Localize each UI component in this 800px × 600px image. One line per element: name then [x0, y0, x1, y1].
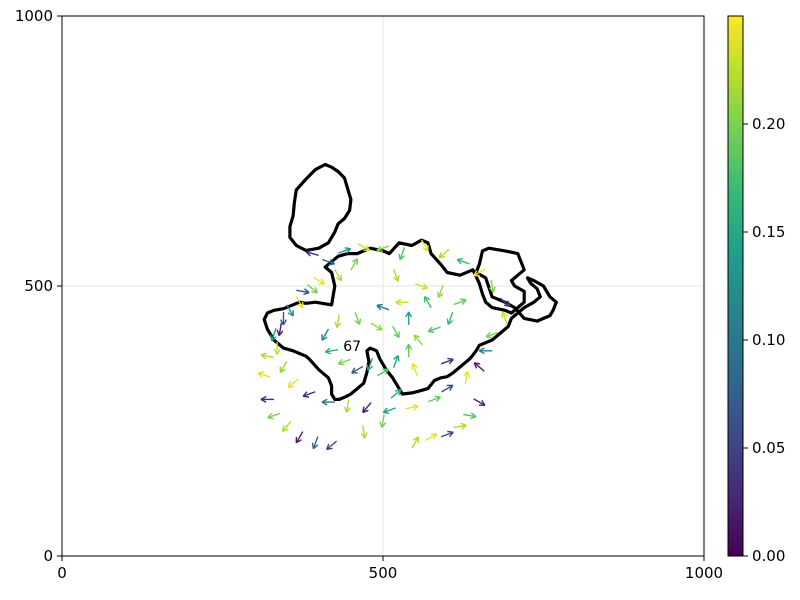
vector-arrow — [260, 352, 274, 360]
vector-arrow — [321, 328, 330, 341]
vector-arrow — [391, 325, 400, 339]
vector-arrow — [343, 399, 351, 413]
vector-arrow — [302, 391, 316, 398]
vector-arrow — [485, 331, 499, 339]
vector-arrow — [438, 248, 450, 259]
map-outline-north — [288, 162, 353, 252]
x-tick-label: 0 — [57, 564, 67, 582]
colorbar: 0.00 0.05 0.10 0.15 0.20 — [727, 15, 785, 565]
vector-arrow — [405, 343, 413, 358]
vector-arrow — [423, 295, 432, 309]
vector-arrow — [286, 304, 294, 317]
vector-arrow — [379, 414, 387, 428]
vector-arrow — [273, 341, 281, 355]
vector-arrow — [334, 269, 343, 282]
vector-arrow — [473, 398, 486, 407]
vector-arrow — [306, 283, 319, 294]
vector-arrow — [296, 288, 310, 296]
colorbar-tick-label: 0.15 — [752, 223, 785, 241]
vector-arrow — [257, 371, 271, 378]
vector-arrow — [377, 368, 390, 377]
vector-arrow — [456, 257, 470, 265]
vector-arrow — [354, 312, 362, 326]
vector-arrow — [281, 420, 292, 433]
vector-arrow — [405, 403, 419, 411]
vector-arrow — [499, 297, 511, 308]
x-tick-label: 500 — [369, 564, 398, 582]
vector-arrow — [287, 378, 299, 389]
vector-arrow — [441, 384, 454, 393]
vector-arrow — [463, 370, 471, 385]
y-tick-label: 0 — [43, 547, 53, 565]
colorbar-tick-label: 0.20 — [752, 115, 785, 133]
vector-arrow — [415, 283, 429, 290]
vector-arrow — [370, 322, 383, 331]
vector-arrow — [350, 258, 359, 271]
vector-arrow — [322, 258, 336, 266]
y-tick-label: 1000 — [15, 7, 53, 25]
vector-arrow — [420, 239, 429, 252]
vector-arrow — [501, 311, 508, 325]
vector-arrow — [453, 422, 467, 430]
vector-arrow — [279, 361, 288, 374]
vector-arrow — [440, 357, 454, 365]
vector-arrow — [473, 268, 486, 277]
vector-arrow — [326, 440, 338, 451]
vector-arrow — [382, 407, 396, 415]
vector-arrow — [398, 247, 406, 261]
vector-arrow — [411, 363, 418, 377]
y-tick-label: 500 — [24, 277, 53, 295]
vector-arrow — [428, 395, 441, 403]
vector-arrow — [279, 311, 287, 326]
vector-arrow — [357, 243, 370, 252]
annotation-label: 67 — [343, 339, 361, 355]
vector-arrow — [305, 249, 319, 257]
vector-arrow — [267, 412, 281, 420]
vector-arrow — [392, 268, 400, 282]
vector-arrow — [260, 395, 274, 403]
vector-arrow — [411, 436, 420, 449]
vector-arrow — [295, 296, 304, 309]
vector-arrow — [324, 347, 339, 355]
colorbar-tick-label: 0.05 — [752, 439, 785, 457]
colorbar-tick-label: 0.10 — [752, 331, 785, 349]
vector-arrow — [473, 362, 485, 372]
vector-arrow — [338, 247, 352, 254]
vector-arrow — [366, 357, 374, 371]
vector-arrow — [425, 433, 438, 442]
vector-arrow — [446, 312, 454, 326]
vector-arrow — [270, 328, 277, 342]
vector-arrow — [321, 398, 335, 406]
x-tick-label: 1000 — [685, 564, 723, 582]
colorbar-tick-label: 0.00 — [752, 547, 785, 565]
map-outline — [262, 238, 558, 401]
vector-arrow — [276, 322, 284, 337]
vector-arrow — [440, 430, 454, 438]
vector-arrow — [362, 402, 372, 414]
vector-arrow — [392, 354, 400, 368]
vector-arrow — [312, 276, 326, 285]
vector-arrow — [360, 425, 368, 439]
vector-arrow — [351, 365, 364, 374]
vector-arrow — [436, 285, 444, 299]
vector-arrow — [427, 326, 441, 334]
vector-arrow — [405, 311, 413, 325]
vector-arrow — [390, 389, 402, 399]
colorbar-gradient — [727, 15, 744, 557]
vector-arrow — [311, 436, 319, 450]
vector-arrow — [376, 303, 390, 311]
vector-arrow — [395, 298, 409, 306]
vector-arrow — [376, 245, 390, 253]
vector-arrow — [337, 358, 351, 366]
vector-arrow — [334, 314, 342, 328]
vector-arrow — [413, 334, 424, 346]
plot-area: 0 500 1000 0 500 1000 — [15, 7, 723, 582]
vector-arrow — [488, 279, 496, 293]
vector-arrow — [463, 412, 477, 420]
vector-arrow — [295, 431, 304, 444]
vector-arrow — [478, 347, 493, 355]
vector-arrow — [453, 298, 467, 306]
